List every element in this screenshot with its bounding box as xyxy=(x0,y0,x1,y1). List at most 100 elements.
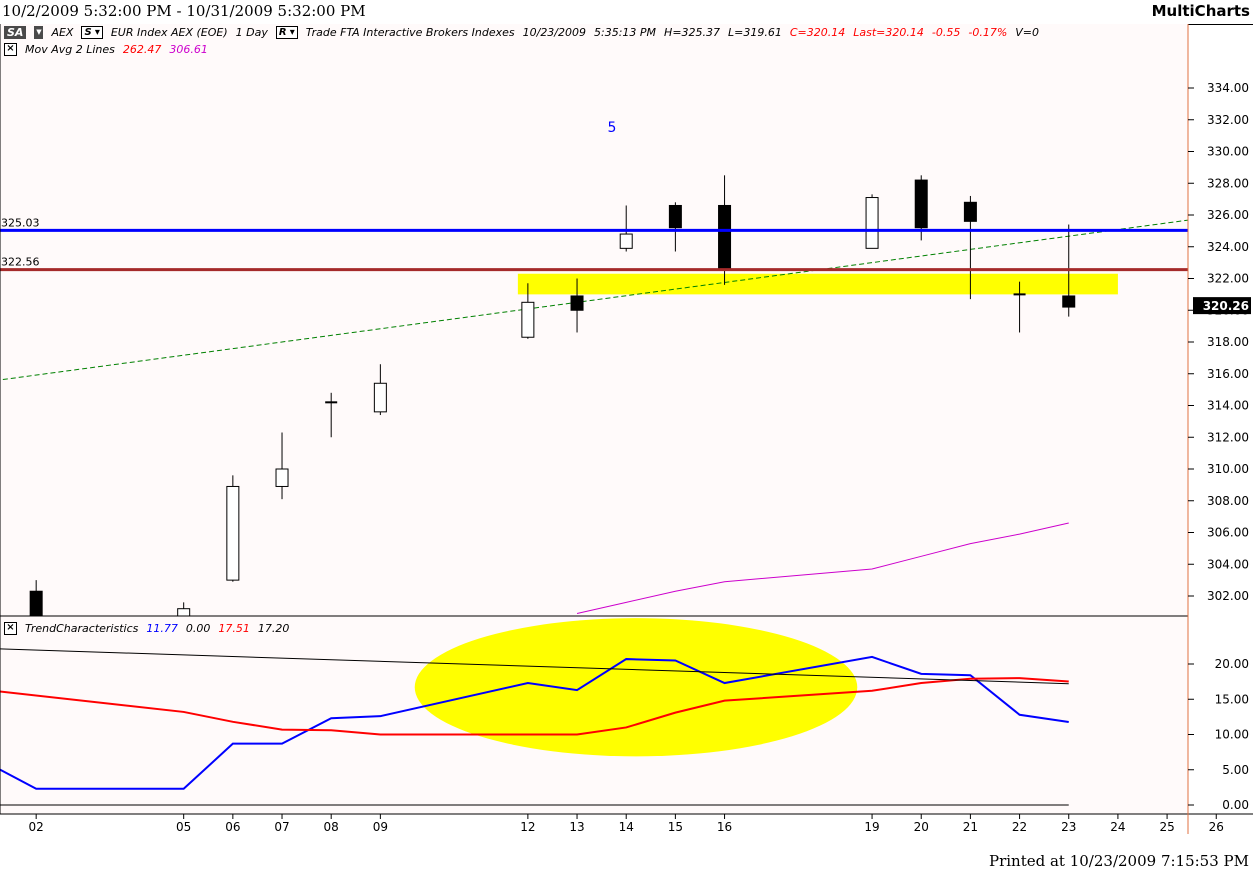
price-tick-label: 302.00 xyxy=(1207,589,1249,603)
price-tick-label: 304.00 xyxy=(1207,557,1249,571)
x-tick-label: 05 xyxy=(176,820,191,834)
price-tick-label: 328.00 xyxy=(1207,176,1249,190)
bar-close: C=320.14 xyxy=(789,26,846,39)
printed-timestamp: Printed at 10/23/2009 7:15:53 PM xyxy=(988,852,1249,870)
symbol-description: EUR Index AEX (EOE) xyxy=(110,26,228,39)
symbol-header: SA ▼ AEX S ▾ EUR Index AEX (EOE) 1 Day R … xyxy=(4,26,1047,39)
x-tick-label: 19 xyxy=(864,820,879,834)
highlight-zone xyxy=(517,273,1118,295)
candle xyxy=(29,590,43,616)
price-tick-label: 308.00 xyxy=(1207,494,1249,508)
indicator-tick-label: 20.00 xyxy=(1215,657,1249,671)
x-tick-label: 06 xyxy=(225,820,240,834)
indicator-tick-label: 10.00 xyxy=(1215,728,1249,742)
trend-header: × TrendCharacteristics 11.77 0.00 17.51 … xyxy=(4,622,297,635)
sa-button[interactable]: SA xyxy=(4,26,27,39)
indicator-series-black xyxy=(0,648,1069,685)
x-tick-label: 15 xyxy=(668,820,683,834)
trend-name: TrendCharacteristics xyxy=(25,622,139,635)
trend-value4: 17.20 xyxy=(257,622,290,635)
x-tick-label: 26 xyxy=(1209,820,1224,834)
x-tick-label: 24 xyxy=(1110,820,1125,834)
price-tick-label: 314.00 xyxy=(1207,399,1249,413)
chart-frame: 302.00 304.00 306.00 308.00 310.00 312.00 314.… xyxy=(0,24,1253,834)
x-tick-label: 12 xyxy=(520,820,535,834)
highlight-ellipse xyxy=(414,618,858,757)
candle xyxy=(718,204,732,270)
x-tick-label: 13 xyxy=(569,820,584,834)
x-tick-label: 16 xyxy=(717,820,732,834)
bar-time: 5:35:13 PM xyxy=(594,26,657,39)
x-tick-label: 23 xyxy=(1061,820,1076,834)
indicator-series-blue xyxy=(0,655,1069,790)
candle xyxy=(177,608,191,616)
last-price-tag xyxy=(1193,297,1251,315)
x-tick-label: 09 xyxy=(373,820,388,834)
price-tick-label: 316.00 xyxy=(1207,367,1249,381)
level-label: 322.56 xyxy=(1,256,40,269)
trend-value1: 11.77 xyxy=(146,622,178,635)
s-button[interactable]: S ▾ xyxy=(81,26,103,39)
bar-high: H=325.37 xyxy=(664,26,721,39)
bar-change: -0.55 xyxy=(931,26,961,39)
bar-date: 10/23/2009 xyxy=(522,26,587,39)
r-button[interactable]: R ▾ xyxy=(275,26,298,39)
bar-volume: V=0 xyxy=(1015,26,1040,39)
chart-svg[interactable]: 325.03 322.56 5 302.00 304.00 306.00 308.00 31… xyxy=(0,24,1253,852)
sa-dropdown-icon[interactable]: ▼ xyxy=(34,26,44,39)
price-tick-label: 312.00 xyxy=(1207,430,1249,444)
price-tick-label: 306.00 xyxy=(1207,526,1249,540)
last-price-label: 320.26 xyxy=(1203,299,1249,313)
indicator-tick-label: 5.00 xyxy=(1222,763,1249,777)
x-tick-label: 21 xyxy=(963,820,978,834)
price-tick-label: 332.00 xyxy=(1207,113,1249,127)
candle xyxy=(275,468,289,487)
candle xyxy=(619,233,633,249)
candle xyxy=(963,201,977,222)
level-label: 325.03 xyxy=(1,216,40,229)
mov-avg-header: × Mov Avg 2 Lines 262.47 306.61 xyxy=(4,43,216,56)
app-brand: MultiCharts xyxy=(1151,2,1250,20)
candle xyxy=(1062,295,1076,308)
trend-value3: 17.51 xyxy=(218,622,250,635)
x-tick-label: 07 xyxy=(274,820,289,834)
resolution: 1 Day xyxy=(235,26,268,39)
mov-avg-value1: 262.47 xyxy=(122,43,162,56)
indicator-tick-label: 15.00 xyxy=(1215,692,1249,706)
price-tick-label: 334.00 xyxy=(1207,81,1249,95)
title-bar: 10/2/2009 5:32:00 PM - 10/31/2009 5:32:0… xyxy=(0,0,1253,25)
candle xyxy=(373,382,387,413)
x-tick-label: 25 xyxy=(1159,820,1174,834)
bar-last: Last=320.14 xyxy=(853,26,924,39)
symbol-name: AEX xyxy=(51,26,74,39)
data-source: Trade FTA Interactive Brokers Indexes xyxy=(305,26,515,39)
candle xyxy=(521,301,535,338)
indicator-tick-label: 0.00 xyxy=(1222,798,1249,812)
wave-label: 5 xyxy=(608,120,617,136)
indicator-series-red xyxy=(0,677,1069,736)
price-tick-label: 310.00 xyxy=(1207,462,1249,476)
price-tick-label: 318.00 xyxy=(1207,335,1249,349)
price-tick-label: 330.00 xyxy=(1207,145,1249,159)
close-study-icon[interactable]: × xyxy=(4,43,17,56)
candle xyxy=(226,485,240,581)
x-tick-label: 20 xyxy=(914,820,929,834)
trend-value2: 0.00 xyxy=(185,622,211,635)
candle xyxy=(865,197,879,249)
price-tick-label: 324.00 xyxy=(1207,240,1249,254)
x-tick-label: 14 xyxy=(619,820,634,834)
price-tick-label: 326.00 xyxy=(1207,208,1249,222)
candle xyxy=(668,204,682,229)
candle xyxy=(914,179,928,229)
x-tick-label: 08 xyxy=(324,820,339,834)
close-study-icon[interactable]: × xyxy=(4,622,17,635)
mov-avg-value2: 306.61 xyxy=(169,43,208,56)
price-tick-label: 322.00 xyxy=(1207,272,1249,286)
x-tick-label: 22 xyxy=(1012,820,1027,834)
indicator-panel xyxy=(0,618,1069,806)
chart-area[interactable]: 325.03 322.56 5 302.00 304.00 306.00 308.00 31… xyxy=(0,24,1253,852)
bar-change-pct: -0.17% xyxy=(968,26,1008,39)
x-tick-label: 02 xyxy=(29,820,44,834)
moving-average-line xyxy=(576,522,1069,614)
bar-low: L=319.61 xyxy=(728,26,782,39)
